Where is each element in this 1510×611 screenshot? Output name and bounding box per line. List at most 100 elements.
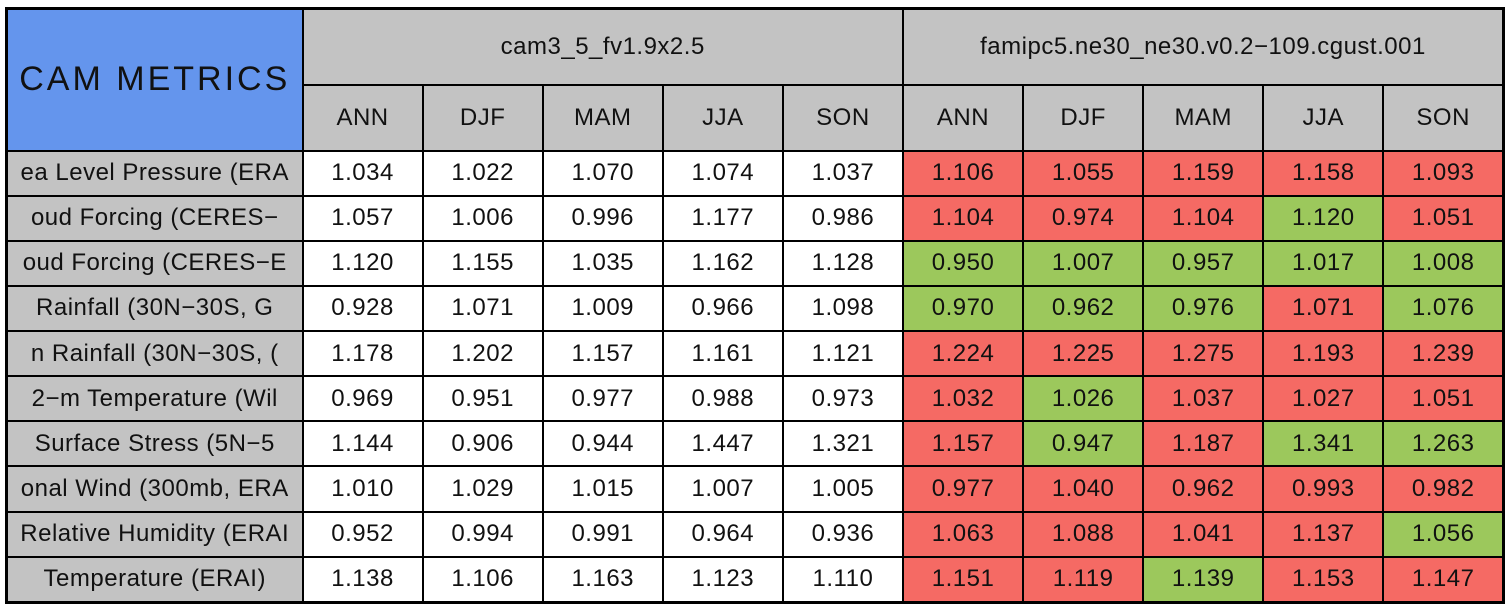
metric-cell-famipc5: 1.104 (1142, 194, 1265, 242)
metric-cell-famipc5: 1.032 (901, 375, 1025, 423)
metric-cell-cam3: 1.070 (541, 149, 664, 197)
metric-row-label: ea Level Pressure (ERA (5, 149, 304, 197)
metric-row: Temperature (ERAI) 1.138 1.106 1.163 1.123 1.… (5, 555, 1505, 604)
metric-cell-famipc5: 1.139 (1142, 555, 1265, 604)
metric-cell-cam3: 1.071 (421, 284, 544, 333)
metric-row-label: Rainfall (30N−30S, G (5, 284, 304, 333)
metric-cell-cam3: 1.098 (781, 284, 904, 333)
metric-cell-cam3: 0.951 (421, 375, 544, 423)
metric-cell-famipc5: 1.147 (1382, 555, 1505, 604)
metric-row: Rainfall (30N−30S, G 0.928 1.071 1.009 0.966… (5, 284, 1505, 333)
metric-cell-famipc5: 1.120 (1262, 194, 1385, 242)
metric-cell-famipc5: 1.239 (1382, 329, 1505, 378)
metric-cell-famipc5: 1.341 (1262, 420, 1385, 468)
metric-cell-famipc5: 1.153 (1262, 555, 1385, 604)
metric-cell-cam3: 1.007 (661, 465, 784, 513)
metric-cell-famipc5: 1.158 (1262, 149, 1385, 197)
metric-cell-famipc5: 0.970 (901, 284, 1025, 333)
metric-cell-cam3: 1.029 (421, 465, 544, 513)
metric-cell-famipc5: 1.088 (1022, 510, 1145, 558)
metric-cell-famipc5: 1.275 (1142, 329, 1265, 378)
metric-cell-cam3: 1.123 (661, 555, 784, 604)
metric-row: n Rainfall (30N−30S, (1.178 1.202 1.157 1.1… (5, 329, 1505, 378)
metric-cell-famipc5: 1.027 (1262, 375, 1385, 423)
season-header-cam3-mam: MAM (541, 83, 664, 152)
metric-cell-cam3: 0.969 (301, 375, 424, 423)
season-header-cam3-ann: ANN (301, 83, 424, 152)
metric-cell-famipc5: 1.051 (1382, 194, 1505, 242)
metric-cell-cam3: 1.035 (541, 239, 664, 287)
metric-cell-cam3: 1.178 (301, 329, 424, 378)
metric-cell-cam3: 1.138 (301, 555, 424, 604)
metric-cell-cam3: 0.906 (421, 420, 544, 468)
metric-row: oud Forcing (CERES−E 1.120 1.155 1.035 1.162… (5, 239, 1505, 287)
metric-cell-famipc5: 1.157 (901, 420, 1025, 468)
metric-cell-cam3: 1.037 (781, 149, 904, 197)
metric-row: onal Wind (300mb, ERA 1.010 1.029 1.015 1.00… (5, 465, 1505, 513)
season-header-famipc5-jja: JJA (1262, 83, 1385, 152)
metric-row: Surface Stress (5N−5 1.144 0.906 0.944 1.447… (5, 420, 1505, 468)
metric-cell-cam3: 1.121 (781, 329, 904, 378)
metric-cell-cam3: 0.994 (421, 510, 544, 558)
metric-cell-cam3: 1.022 (421, 149, 544, 197)
metric-cell-famipc5: 1.071 (1262, 284, 1385, 333)
season-header-cam3-son: SON (781, 83, 904, 152)
metric-cell-cam3: 0.996 (541, 194, 664, 242)
metric-cell-famipc5: 1.041 (1142, 510, 1265, 558)
metric-cell-famipc5: 0.947 (1022, 420, 1145, 468)
metric-cell-famipc5: 0.962 (1022, 284, 1145, 333)
metric-cell-cam3: 0.964 (661, 510, 784, 558)
metric-cell-famipc5: 1.151 (901, 555, 1025, 604)
metric-cell-famipc5: 1.119 (1022, 555, 1145, 604)
metrics-table: CAM METRICS cam3_5_fv1.9x2.5 famipc5.ne3… (5, 7, 1505, 604)
metric-cell-famipc5: 1.040 (1022, 465, 1145, 513)
metric-row: oud Forcing (CERES− 1.057 1.006 0.996 1.177 0… (5, 194, 1505, 242)
metric-cell-famipc5: 1.076 (1382, 284, 1505, 333)
table-title: CAM METRICS (5, 7, 304, 152)
metric-cell-famipc5: 0.976 (1142, 284, 1265, 333)
metric-cell-cam3: 1.177 (661, 194, 784, 242)
season-header-famipc5-ann: ANN (901, 83, 1025, 152)
metric-cell-famipc5: 1.193 (1262, 329, 1385, 378)
metric-row-label: Temperature (ERAI) (5, 555, 304, 604)
season-header-famipc5-son: SON (1382, 83, 1505, 152)
metric-cell-famipc5: 1.137 (1262, 510, 1385, 558)
metric-cell-cam3: 1.157 (541, 329, 664, 378)
metric-cell-famipc5: 1.225 (1022, 329, 1145, 378)
metric-cell-cam3: 1.321 (781, 420, 904, 468)
cam-metrics-table-wrapper: CAM METRICS cam3_5_fv1.9x2.5 famipc5.ne3… (5, 7, 1505, 604)
metric-cell-cam3: 1.034 (301, 149, 424, 197)
model-name-famipc5: famipc5.ne30_ne30.v0.2−109.cgust.001 (901, 7, 1505, 86)
metric-cell-famipc5: 0.977 (901, 465, 1025, 513)
metric-cell-famipc5: 1.187 (1142, 420, 1265, 468)
metric-cell-famipc5: 0.974 (1022, 194, 1145, 242)
metric-row-label: onal Wind (300mb, ERA (5, 465, 304, 513)
metric-cell-cam3: 1.057 (301, 194, 424, 242)
metric-cell-famipc5: 1.037 (1142, 375, 1265, 423)
metric-row-label: 2−m Temperature (Wil (5, 375, 304, 423)
metric-cell-cam3: 1.161 (661, 329, 784, 378)
season-header-cam3-djf: DJF (421, 83, 544, 152)
metric-cell-cam3: 0.991 (541, 510, 664, 558)
metric-cell-famipc5: 1.055 (1022, 149, 1145, 197)
metric-cell-famipc5: 1.017 (1262, 239, 1385, 287)
metric-row-label: n Rainfall (30N−30S, ( (5, 329, 304, 378)
metric-cell-cam3: 0.928 (301, 284, 424, 333)
metric-row-label: Surface Stress (5N−5 (5, 420, 304, 468)
metric-cell-famipc5: 1.224 (901, 329, 1025, 378)
metric-cell-famipc5: 1.104 (901, 194, 1025, 242)
metric-row-label: oud Forcing (CERES−E (5, 239, 304, 287)
metric-row: ea Level Pressure (ERA 1.034 1.022 1.070 1.0… (5, 149, 1505, 197)
metric-cell-cam3: 1.447 (661, 420, 784, 468)
metric-cell-famipc5: 1.159 (1142, 149, 1265, 197)
metric-cell-famipc5: 0.957 (1142, 239, 1265, 287)
metric-cell-cam3: 0.952 (301, 510, 424, 558)
metric-cell-cam3: 1.144 (301, 420, 424, 468)
metric-cell-cam3: 1.074 (661, 149, 784, 197)
metric-cell-famipc5: 0.982 (1382, 465, 1505, 513)
metric-cell-famipc5: 1.008 (1382, 239, 1505, 287)
metric-cell-cam3: 1.005 (781, 465, 904, 513)
metric-cell-famipc5: 1.007 (1022, 239, 1145, 287)
metric-cell-cam3: 0.986 (781, 194, 904, 242)
metric-cell-cam3: 1.010 (301, 465, 424, 513)
